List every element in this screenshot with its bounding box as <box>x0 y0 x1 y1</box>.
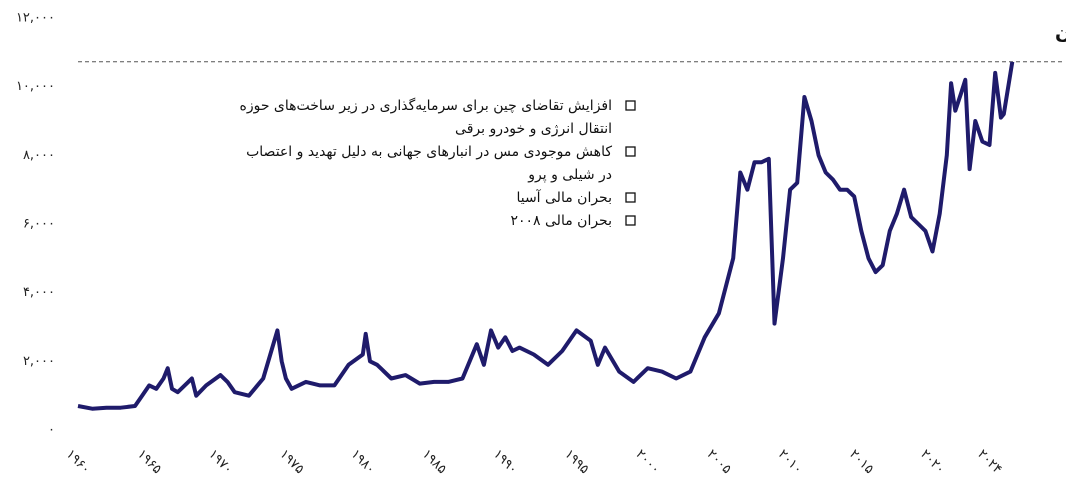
note-text: بحران مالی ۲۰۰۸ <box>510 213 612 229</box>
x-tick-label: ۲۰۱۵ <box>846 447 876 477</box>
x-tick-label: ۱۹۶۰ <box>63 447 93 477</box>
x-tick-label: ۱۹۸۵ <box>419 447 449 477</box>
x-tick-label: ۲۰۱۰ <box>775 447 805 477</box>
x-tick-label: ۲۰۰۵ <box>704 447 734 477</box>
x-tick-label: ۱۹۸۰ <box>348 447 378 477</box>
note-text: بحران مالی آسیا <box>516 189 612 206</box>
note-bullet <box>625 215 636 226</box>
y-tick-label: ۶,۰۰۰ <box>23 217 55 232</box>
note-bullet <box>625 100 636 111</box>
price-line <box>77 61 1015 411</box>
y-tick-label: ۸,۰۰۰ <box>23 148 55 163</box>
note-bullet <box>625 146 636 157</box>
x-tick-label: ۲۰۲۰ <box>917 447 947 477</box>
x-tick-label: ۱۹۹۰ <box>490 447 520 477</box>
y-tick-label: ۱۰,۰۰۰ <box>16 79 55 94</box>
x-tick-label: ۱۹۷۵ <box>276 447 306 477</box>
x-tick-label: ۱۹۷۰ <box>205 447 235 477</box>
note-bullet <box>625 192 636 203</box>
y-tick-label: ۱۲,۰۰۰ <box>16 11 55 26</box>
chart-title: سقف تاریخی ۶۰ ساله: ۱۰,۷۲۴ دلار بر تن <box>1055 21 1066 43</box>
x-tick-label: ۲۰۰۰ <box>633 447 663 477</box>
note-text: افزایش تقاضای چین برای سرمایه‌گذاری در ز… <box>239 97 612 114</box>
x-tick-label: ۲۰۲۴ <box>974 447 1004 477</box>
note-text: کاهش موجودی مس در انبارهای جهانی به دلیل… <box>246 144 612 160</box>
y-tick-label: ۲,۰۰۰ <box>23 354 55 369</box>
x-tick-label: ۱۹۹۵ <box>561 447 591 477</box>
note-text: انتقال انرژی و خودرو برقی <box>455 121 612 137</box>
x-tick-label: ۱۹۶۵ <box>134 447 164 477</box>
y-tick-label: ۴,۰۰۰ <box>23 285 55 300</box>
note-text: در شیلی و پرو <box>527 167 612 183</box>
y-tick-label: ۰ <box>48 423 55 438</box>
